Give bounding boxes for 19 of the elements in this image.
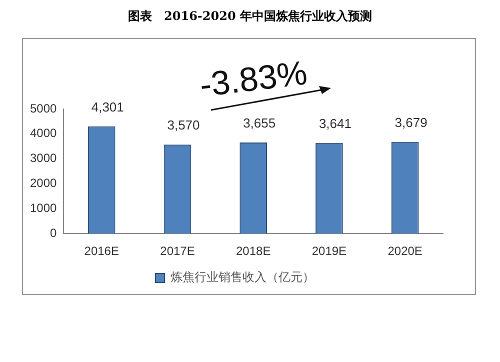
data-label: 3,655 bbox=[243, 116, 276, 131]
y-tick-label: 1000 bbox=[30, 200, 58, 215]
y-tick-label: 2000 bbox=[30, 176, 58, 190]
y-tick-label: 0 bbox=[50, 226, 58, 240]
data-label: 3,679 bbox=[394, 114, 428, 130]
x-tick-label: 2019E bbox=[312, 244, 347, 258]
chart-title: 图表 2016-2020 年中国炼焦行业收入预测 bbox=[127, 8, 373, 25]
data-label: 4,301 bbox=[91, 99, 124, 114]
y-tick-label: 3000 bbox=[30, 151, 58, 166]
x-tick-label: 2018E bbox=[236, 244, 271, 258]
x-tick-label: 2020E bbox=[388, 244, 422, 258]
y-tick-label: 4000 bbox=[30, 126, 58, 140]
text: -3.83% bbox=[198, 54, 310, 105]
data-label: 3,570 bbox=[167, 118, 200, 133]
data-label: 3,641 bbox=[318, 116, 352, 131]
y-tick-label: 5000 bbox=[30, 101, 58, 116]
x-tick-label: 2016E bbox=[84, 244, 119, 258]
legend-label: 炼焦行业销售收入（亿元） bbox=[170, 270, 314, 284]
x-tick-label: 2017E bbox=[160, 244, 195, 258]
